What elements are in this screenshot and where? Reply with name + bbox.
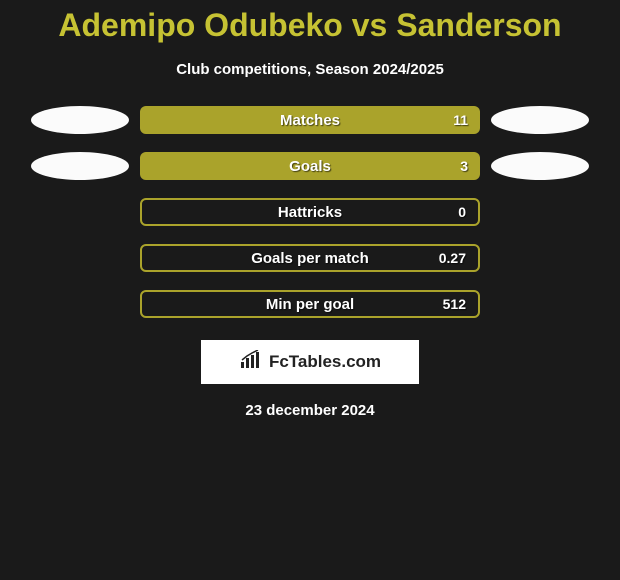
- stat-row: Matches11: [0, 106, 620, 134]
- stat-row: Min per goal512: [0, 290, 620, 318]
- right-oval: [491, 106, 589, 134]
- stat-value: 0: [458, 204, 466, 220]
- left-side: [20, 152, 140, 180]
- left-side: [20, 106, 140, 134]
- right-side: [480, 152, 600, 180]
- title: Ademipo Odubeko vs Sanderson: [58, 8, 561, 43]
- date: 23 december 2024: [245, 402, 374, 419]
- player2-name: Sanderson: [396, 7, 561, 43]
- subtitle: Club competitions, Season 2024/2025: [176, 61, 444, 78]
- stat-label: Goals: [140, 158, 480, 175]
- stat-rows: Matches11 Goals3 Hattricks0 Goals per match…: [0, 106, 620, 318]
- left-oval: [31, 152, 129, 180]
- logo-box: FcTables.com: [201, 340, 419, 384]
- stat-value: 3: [460, 158, 468, 174]
- stat-row: Goals3: [0, 152, 620, 180]
- stat-bar: Goals per match0.27: [140, 244, 480, 272]
- vs-text: vs: [352, 7, 388, 43]
- stat-bar: Matches11: [140, 106, 480, 134]
- stat-label: Matches: [140, 112, 480, 129]
- stat-bar: Min per goal512: [140, 290, 480, 318]
- stat-bar: Hattricks0: [140, 198, 480, 226]
- right-side: [480, 106, 600, 134]
- stat-value: 0.27: [439, 250, 466, 266]
- stat-label: Min per goal: [142, 296, 478, 313]
- stat-row: Goals per match0.27: [0, 244, 620, 272]
- comparison-card: Ademipo Odubeko vs Sanderson Club compet…: [0, 0, 620, 419]
- stat-label: Hattricks: [142, 204, 478, 221]
- stat-value: 512: [443, 296, 466, 312]
- right-oval: [491, 152, 589, 180]
- left-oval: [31, 106, 129, 134]
- stat-label: Goals per match: [142, 250, 478, 267]
- logo-text: FcTables.com: [269, 352, 381, 372]
- chart-icon: [239, 350, 263, 375]
- stat-value: 11: [453, 112, 468, 128]
- stat-row: Hattricks0: [0, 198, 620, 226]
- stat-bar: Goals3: [140, 152, 480, 180]
- player1-name: Ademipo Odubeko: [58, 7, 342, 43]
